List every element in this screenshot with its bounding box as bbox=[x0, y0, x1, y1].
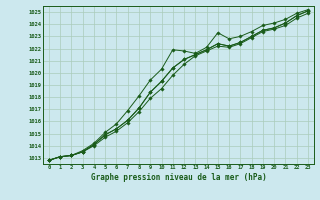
X-axis label: Graphe pression niveau de la mer (hPa): Graphe pression niveau de la mer (hPa) bbox=[91, 173, 266, 182]
